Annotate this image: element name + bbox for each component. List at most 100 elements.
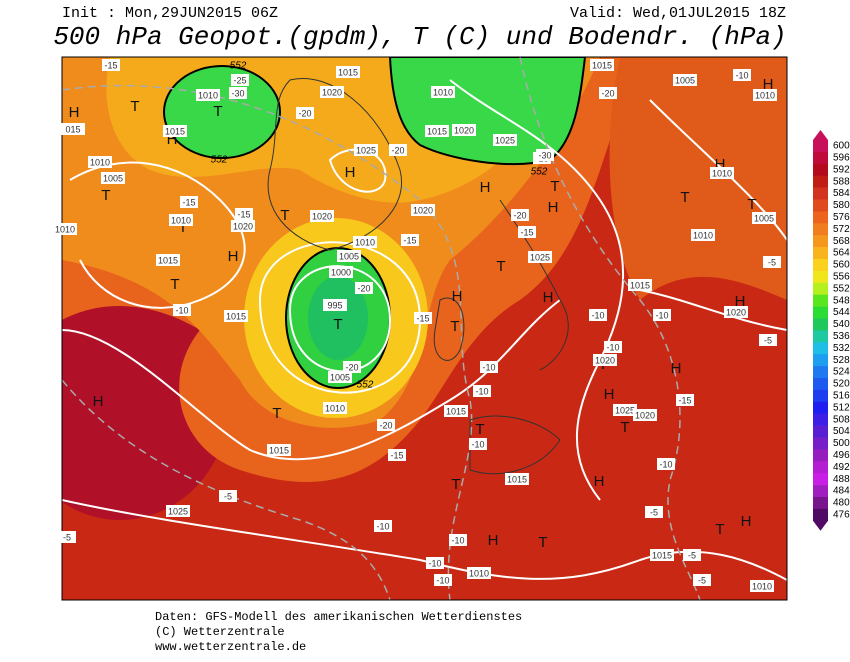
isotherm-label-box xyxy=(426,557,444,569)
pressure-center: T xyxy=(333,316,342,333)
colorbar-label: 572 xyxy=(833,224,850,235)
isotherm-label-text: -5 xyxy=(698,575,706,585)
isobar-label: 1010 xyxy=(750,580,774,592)
colorbar-label: 588 xyxy=(833,176,850,187)
isobar-label-text: 1025 xyxy=(615,405,635,415)
pressure-center: H xyxy=(228,248,239,265)
isotherm-label: -10 xyxy=(657,458,675,470)
isobar-label-box xyxy=(337,250,361,262)
colorbar-label: 492 xyxy=(833,462,850,473)
colorbar-arrow-bottom xyxy=(813,520,828,531)
isotherm-label-box xyxy=(449,534,467,546)
geopotential-label: 552 xyxy=(211,155,228,166)
colorbar-swatch xyxy=(813,247,828,260)
isotherm-label-text: -20 xyxy=(345,362,358,372)
isotherm-label-text: -10 xyxy=(436,575,449,585)
isobar-label-text: 1015 xyxy=(630,280,650,290)
isotherm-label-box xyxy=(657,458,675,470)
isobar-label-box xyxy=(411,204,435,216)
colorbar-swatch xyxy=(813,199,828,212)
colorbar-swatch xyxy=(813,449,828,462)
pressure-center: T xyxy=(101,187,110,204)
colorbar-label: 548 xyxy=(833,295,850,306)
isobar-label-box xyxy=(267,444,291,456)
isobar-label-text: 1025 xyxy=(495,135,515,145)
isobar-label-box xyxy=(528,251,552,263)
isotherm-label-box xyxy=(229,87,247,99)
isotherm-label-box xyxy=(231,74,249,86)
isobar-label-text: 1010 xyxy=(90,157,110,167)
colorbar-swatch xyxy=(813,354,828,367)
colorbar-arrow-top xyxy=(813,130,828,140)
coastlines xyxy=(267,78,569,475)
isotherm-label-box xyxy=(173,304,191,316)
isobar-label-box xyxy=(166,505,190,517)
isotherm-label-text: -20 xyxy=(357,283,370,293)
colorbar-label: 584 xyxy=(833,188,850,199)
colorbar-label: 544 xyxy=(833,307,850,318)
isotherm-label-text: -5 xyxy=(764,335,772,345)
isotherm-label: -15 xyxy=(235,208,253,220)
isobar-label: 1010 xyxy=(323,402,347,414)
pressure-center: T xyxy=(538,534,547,551)
isobar-label-text: 1015 xyxy=(507,474,527,484)
isotherm-label: -5 xyxy=(645,506,663,518)
isotherm-label: -5 xyxy=(58,531,76,543)
isotherm-label-text: -20 xyxy=(298,108,311,118)
isotherm-label-text: -5 xyxy=(768,257,776,267)
pressure-center: T xyxy=(496,258,505,275)
isobar-label-text: 1015 xyxy=(226,311,246,321)
map-frame xyxy=(61,56,788,601)
isotherm-label-box xyxy=(511,209,529,221)
colorbar-swatch xyxy=(813,461,828,474)
isotherm-label-text: -10 xyxy=(376,521,389,531)
isotherm-label-box xyxy=(645,506,663,518)
isotherm-label: -5 xyxy=(759,334,777,346)
isobar-label: 1020 xyxy=(633,409,657,421)
isobar-label-text: 1010 xyxy=(171,215,191,225)
isobar-label-text: 1010 xyxy=(752,581,772,591)
colorbar-swatch xyxy=(813,508,828,522)
colorbar-swatch xyxy=(813,497,828,510)
isobar-label-text: 1020 xyxy=(635,410,655,420)
isotherm-label: -10 xyxy=(473,385,491,397)
isobar-label: 995 xyxy=(323,299,347,311)
isobar-label-box xyxy=(452,124,476,136)
isotherm-label-box xyxy=(759,334,777,346)
isobar-label-box xyxy=(336,66,360,78)
isobar-label-text: 1025 xyxy=(530,252,550,262)
isotherm-label: -10 xyxy=(173,304,191,316)
isotherm-label: -10 xyxy=(449,534,467,546)
map-field xyxy=(62,57,787,600)
isotherm-label-box xyxy=(599,87,617,99)
low-green-nw xyxy=(163,65,281,159)
isotherm-label: -10 xyxy=(589,309,607,321)
isotherm-label: -15 xyxy=(414,312,432,324)
isotherm-label-text: -15 xyxy=(520,227,533,237)
isotherm-label: -20 xyxy=(355,282,373,294)
pressure-center: H xyxy=(93,393,104,410)
colorbar-label: 580 xyxy=(833,200,850,211)
isotherm-label-box xyxy=(374,520,392,532)
isotherm-label: -5 xyxy=(683,549,701,561)
isobar-label: 1005 xyxy=(752,212,776,224)
pressure-center: H xyxy=(452,288,463,305)
isobar-label-text: 1005 xyxy=(675,75,695,85)
geopotential-label: 552 xyxy=(230,61,247,72)
isobar-label: 1010 xyxy=(467,567,491,579)
isobar-label-box xyxy=(101,172,125,184)
isotherm-label-box xyxy=(589,309,607,321)
isobar-label-box xyxy=(590,59,614,71)
isotherm-label-text: -15 xyxy=(390,450,403,460)
isotherm-label-text: -25 xyxy=(233,75,246,85)
isobar-label-text: 1010 xyxy=(55,224,75,234)
init-time: Init : Mon,29JUN2015 06Z xyxy=(62,5,278,22)
colorbar-label: 480 xyxy=(833,498,850,509)
colorbar-label: 560 xyxy=(833,260,850,271)
isobar-label-box xyxy=(425,125,449,137)
isotherm-label-text: -15 xyxy=(416,313,429,323)
colorbar-label: 592 xyxy=(833,164,850,175)
colorbar-label: 568 xyxy=(833,236,850,247)
isobar-label-box xyxy=(650,549,674,561)
